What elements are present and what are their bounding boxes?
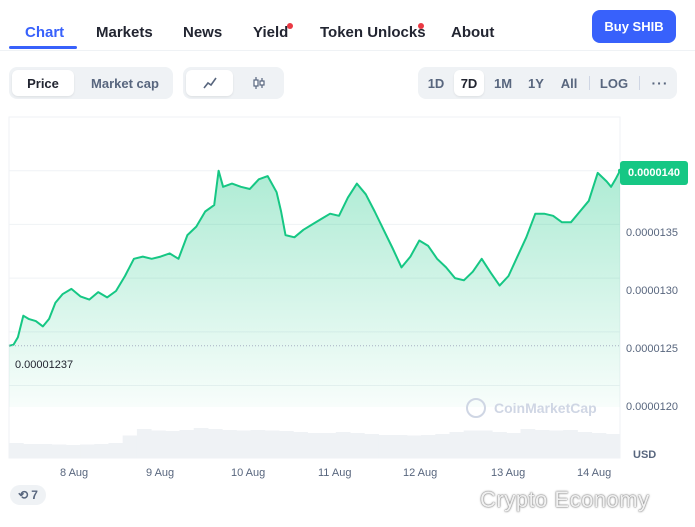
tab-token-unlocks[interactable]: Token Unlocks <box>320 24 426 41</box>
tab-news[interactable]: News <box>183 24 223 41</box>
volume-bar <box>605 434 621 458</box>
volume-bar <box>506 433 522 458</box>
volume-bar <box>136 429 152 458</box>
volume-bar <box>534 430 550 458</box>
price-line <box>8 169 621 347</box>
chart-style-toggle <box>183 67 284 99</box>
volume-bar <box>151 430 166 458</box>
range-divider <box>639 76 640 90</box>
history-icon: ⟲ <box>18 488 29 502</box>
volume-bar <box>193 428 209 458</box>
chart-watermark: CoinMarketCap <box>494 400 597 416</box>
volume-bar <box>520 429 536 458</box>
y-tick-label: 0.0000130 <box>626 285 678 297</box>
volume-bar <box>278 431 294 458</box>
volume-bar <box>364 434 379 458</box>
volume-bar <box>449 432 465 458</box>
x-tick-label: 12 Aug <box>403 467 438 479</box>
range-selector: 1D 7D 1M 1Y All LOG ··· <box>418 67 677 99</box>
range-7d-button[interactable]: 7D <box>454 70 484 96</box>
token-unlocks-notification-dot <box>418 23 424 29</box>
y-tick-label: 0.0000135 <box>626 227 678 239</box>
x-tick-label: 8 Aug <box>60 467 89 479</box>
x-tick-label: 14 Aug <box>577 467 612 479</box>
tab-bar: Chart Markets News Yield Token Unlocks A… <box>0 0 695 51</box>
volume-bar <box>591 433 607 458</box>
current-price-tag: 0.0000140 <box>620 161 688 185</box>
history-badge[interactable]: ⟲ 7 <box>10 485 46 505</box>
line-chart-icon <box>202 77 217 89</box>
volume-bar <box>250 430 266 458</box>
y-tick-label: 0.0000120 <box>626 401 678 413</box>
range-all-button[interactable]: All <box>560 75 578 91</box>
x-tick-label: 11 Aug <box>318 467 352 479</box>
volume-bar <box>435 434 450 458</box>
volume-bar <box>492 432 507 458</box>
volume-bar <box>463 430 479 458</box>
line-chart-button[interactable] <box>186 70 233 96</box>
active-tab-indicator <box>9 46 77 49</box>
volume-bar <box>37 444 53 458</box>
volume-bar <box>94 444 109 458</box>
yield-notification-dot <box>287 23 293 29</box>
more-icon[interactable]: ··· <box>651 75 669 91</box>
volume-bar <box>421 435 436 458</box>
x-tick-label: 9 Aug <box>146 467 175 479</box>
range-1d-button[interactable]: 1D <box>427 75 445 91</box>
tab-markets[interactable]: Markets <box>96 24 153 41</box>
volume-bar <box>222 430 237 458</box>
metric-toggle: Price Market cap <box>9 67 173 99</box>
volume-bar <box>577 432 593 458</box>
tab-chart[interactable]: Chart <box>25 24 65 41</box>
start-price-label: 0.00001237 <box>15 359 74 371</box>
volume-bar <box>392 435 408 458</box>
volume-bar <box>293 432 308 458</box>
price-toggle-button[interactable]: Price <box>12 70 74 96</box>
volume-bar <box>207 429 223 458</box>
tab-about[interactable]: About <box>451 24 495 41</box>
price-area <box>9 170 620 407</box>
candlestick-button[interactable] <box>236 70 281 96</box>
tab-yield[interactable]: Yield <box>253 24 289 41</box>
x-tick-label: 10 Aug <box>231 467 266 479</box>
volume-bar <box>307 433 323 458</box>
buy-button[interactable]: Buy SHIB <box>592 10 676 43</box>
volume-bar <box>264 430 280 458</box>
range-divider <box>589 76 590 90</box>
volume-bar <box>51 444 67 458</box>
coinmarketcap-logo-icon <box>466 398 486 418</box>
volume-bar <box>321 433 337 458</box>
volume-bar <box>179 430 195 458</box>
volume-bar <box>477 430 493 458</box>
overlay-watermark: Crypto Economy <box>480 487 650 512</box>
volume-bar <box>165 431 181 458</box>
log-scale-button[interactable]: LOG <box>599 75 629 91</box>
x-tick-label: 13 Aug <box>491 467 526 479</box>
volume-bar <box>9 443 24 458</box>
volume-bar <box>563 430 578 458</box>
volume-bar <box>548 430 564 458</box>
market-cap-toggle-button[interactable]: Market cap <box>91 75 159 91</box>
history-count: 7 <box>31 488 38 502</box>
volume-bar <box>80 444 95 458</box>
volume-bar <box>23 444 38 458</box>
volume-bar <box>335 432 351 458</box>
volume-bar <box>350 433 365 458</box>
volume-bar <box>378 435 394 458</box>
candlestick-icon <box>252 77 265 89</box>
volume-bar <box>65 445 81 458</box>
volume-bar <box>236 430 252 458</box>
volume-bar <box>108 443 124 458</box>
range-1y-button[interactable]: 1Y <box>528 75 544 91</box>
y-tick-label: 0.0000125 <box>626 343 678 355</box>
volume-bar <box>122 435 138 458</box>
range-1m-button[interactable]: 1M <box>493 75 513 91</box>
currency-label: USD <box>633 449 657 461</box>
volume-bar <box>406 435 422 458</box>
